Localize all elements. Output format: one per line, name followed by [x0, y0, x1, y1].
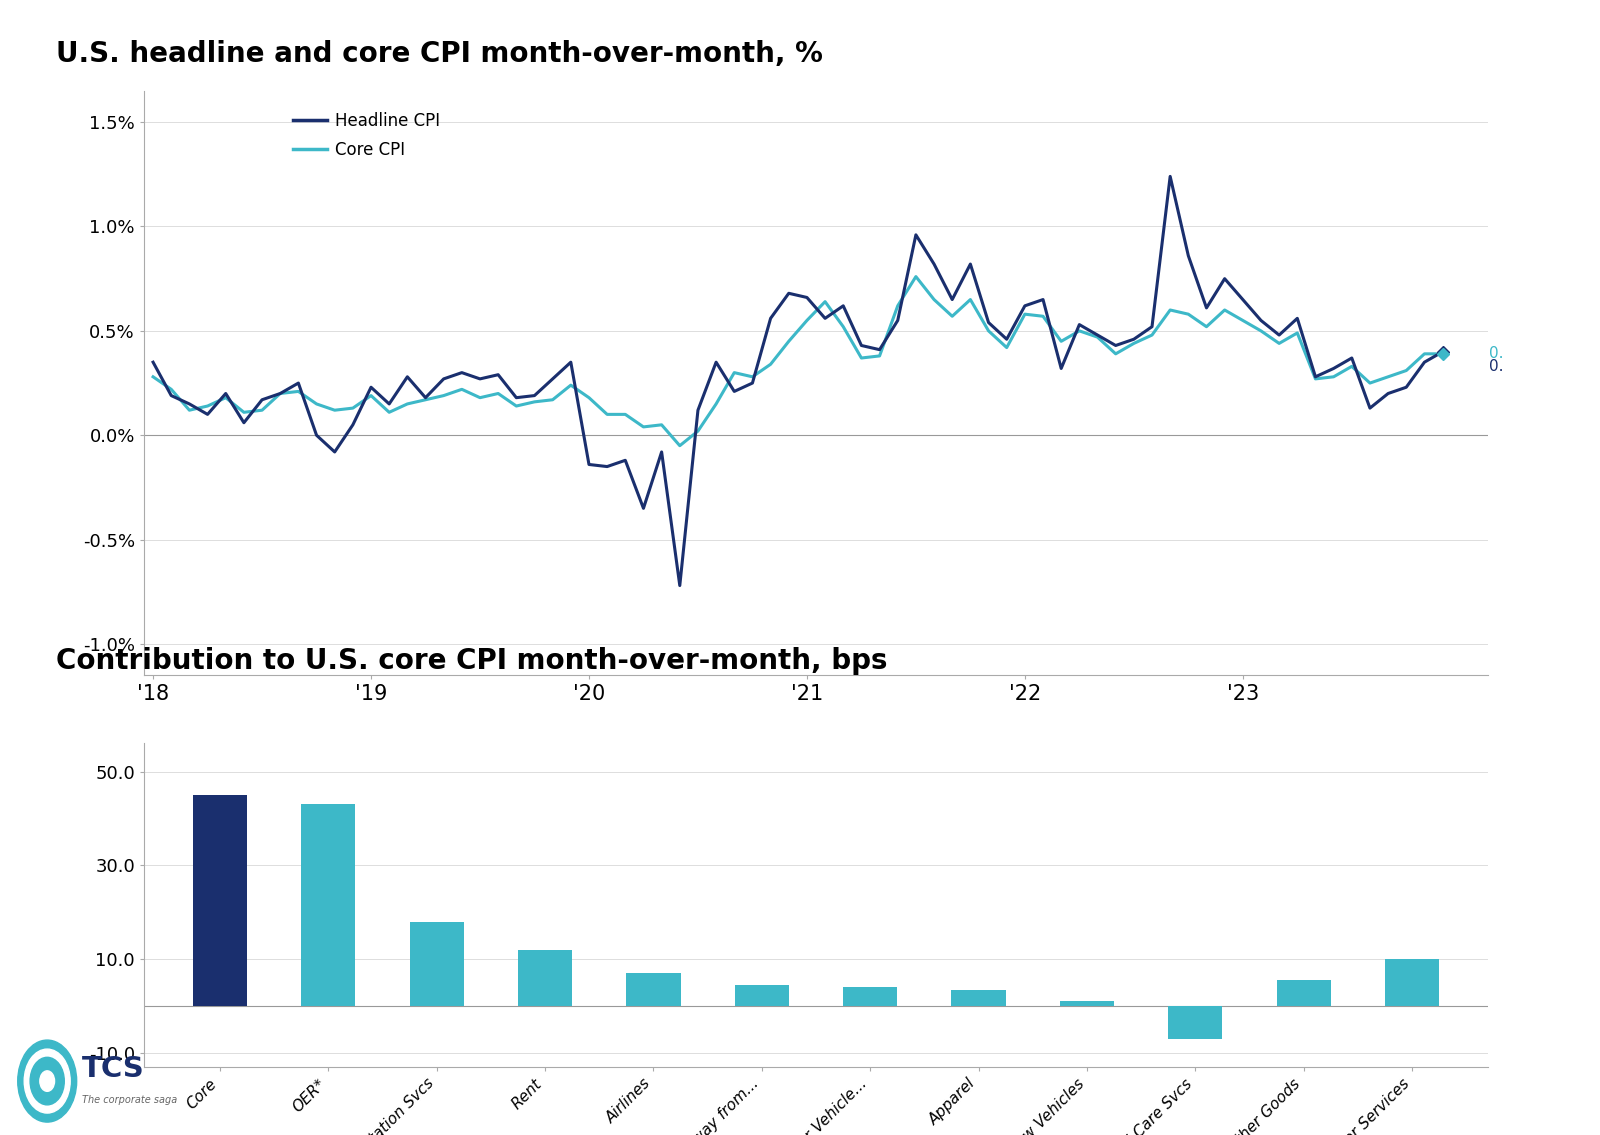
Bar — [192, 794, 246, 1006]
Text: 0.: 0. — [1490, 359, 1504, 373]
Circle shape — [30, 1058, 64, 1104]
Text: Contribution to U.S. core CPI month-over-month, bps: Contribution to U.S. core CPI month-over… — [56, 647, 888, 675]
Text: U.S. headline and core CPI month-over-month, %: U.S. headline and core CPI month-over-mo… — [56, 40, 822, 68]
Bar — [952, 990, 1006, 1006]
Bar — [1168, 1006, 1222, 1039]
Bar — [518, 950, 573, 1006]
Bar — [1059, 1001, 1114, 1006]
Bar — [734, 985, 789, 1006]
Circle shape — [18, 1040, 77, 1123]
Bar — [1386, 959, 1440, 1006]
Bar — [301, 805, 355, 1006]
Bar — [410, 922, 464, 1006]
Bar — [843, 987, 898, 1006]
Text: 0.: 0. — [1490, 346, 1504, 361]
Text: The corporate saga: The corporate saga — [82, 1095, 178, 1105]
Circle shape — [40, 1070, 54, 1092]
Bar — [1277, 981, 1331, 1006]
Legend: Headline CPI, Core CPI: Headline CPI, Core CPI — [286, 104, 446, 166]
Text: TCS: TCS — [82, 1056, 144, 1083]
Bar — [626, 973, 680, 1006]
Circle shape — [24, 1049, 70, 1113]
